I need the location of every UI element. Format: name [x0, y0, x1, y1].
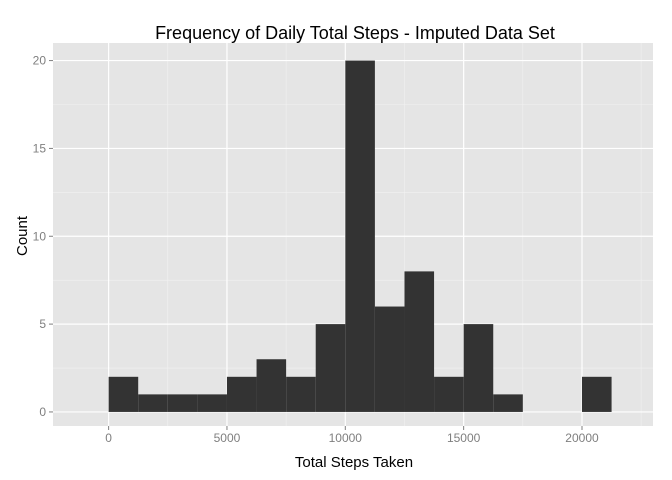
- histogram-bar: [434, 376, 464, 412]
- histogram-bar: [315, 324, 346, 412]
- y-tick-label: 0: [39, 405, 46, 419]
- histogram-bar: [374, 306, 405, 412]
- y-tick-label: 15: [33, 141, 47, 155]
- y-tick-label: 5: [39, 317, 46, 331]
- x-axis-ticks: 0 5000 10000 15000 20000: [105, 426, 599, 445]
- x-tick-label: 20000: [565, 431, 599, 445]
- y-tick-label: 10: [33, 229, 47, 243]
- y-axis-title: Count: [14, 215, 31, 256]
- histogram-bar: [108, 376, 139, 412]
- histogram-bar: [404, 271, 435, 412]
- chart-title: Frequency of Daily Total Steps - Imputed…: [155, 23, 555, 43]
- x-tick-label: 5000: [214, 431, 241, 445]
- x-tick-label: 10000: [329, 431, 363, 445]
- histogram-bar: [345, 60, 375, 412]
- histogram-bar: [463, 324, 494, 412]
- histogram-bar: [256, 359, 287, 412]
- histogram-bar: [286, 376, 316, 412]
- x-tick-label: 0: [105, 431, 112, 445]
- histogram-bar: [226, 376, 257, 412]
- histogram-bar: [493, 394, 523, 412]
- histogram-bars: [108, 60, 612, 412]
- histogram-bar: [197, 394, 227, 412]
- histogram-bar: [581, 376, 612, 412]
- x-axis-title: Total Steps Taken: [295, 454, 413, 471]
- y-tick-label: 20: [33, 54, 47, 68]
- x-tick-label: 15000: [447, 431, 481, 445]
- y-axis-ticks: 0 5 10 15 20: [33, 54, 53, 419]
- histogram-bar: [167, 394, 198, 412]
- histogram-bar: [138, 394, 168, 412]
